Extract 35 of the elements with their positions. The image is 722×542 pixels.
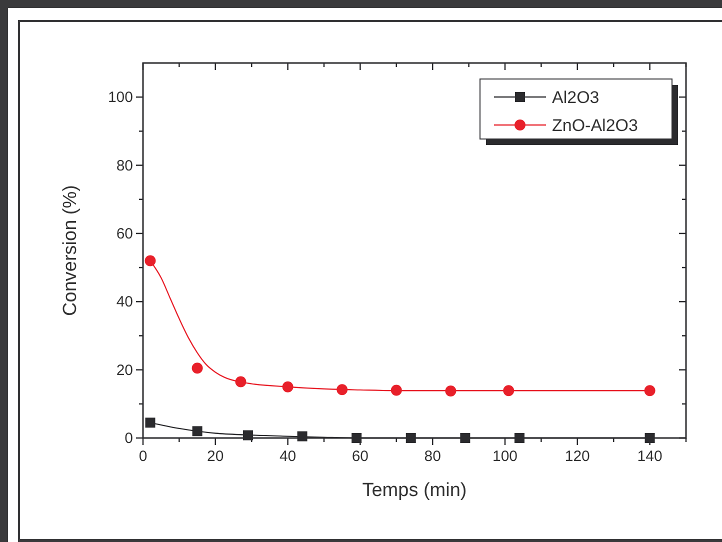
point [282,381,294,392]
y-tick-label: 100 [108,89,133,106]
point [352,433,362,443]
y-tick-label: 60 [116,225,133,242]
point [242,430,253,440]
x-tick-label: 80 [424,448,441,465]
point [445,385,456,396]
y-axis-title: Conversion (%) [60,185,81,316]
x-tick-label: 140 [637,448,662,465]
point [192,362,203,374]
y-tick-label: 40 [116,294,133,311]
x-tick-label: 60 [352,448,369,465]
point [406,433,416,443]
y-tick-label: 80 [116,157,133,174]
point [235,376,246,388]
point [297,431,308,442]
point [390,384,402,396]
point [460,433,470,443]
y-tick-label: 0 [124,430,133,447]
x-tick-label: 0 [138,448,148,465]
x-axis-title: Temps (min) [362,480,467,501]
point [145,418,156,428]
point [192,426,202,436]
legend-label: ZnO-Al2O3 [552,116,638,135]
x-tick-label: 100 [492,448,518,465]
point [336,384,348,396]
point [503,385,514,396]
point [514,433,524,443]
point [644,385,656,396]
x-tick-label: 20 [207,448,224,465]
legend-label: Al2O3 [552,88,600,107]
point [144,255,156,266]
x-tick-label: 40 [279,448,296,465]
x-tick-label: 120 [564,448,590,465]
y-tick-label: 20 [116,362,133,379]
